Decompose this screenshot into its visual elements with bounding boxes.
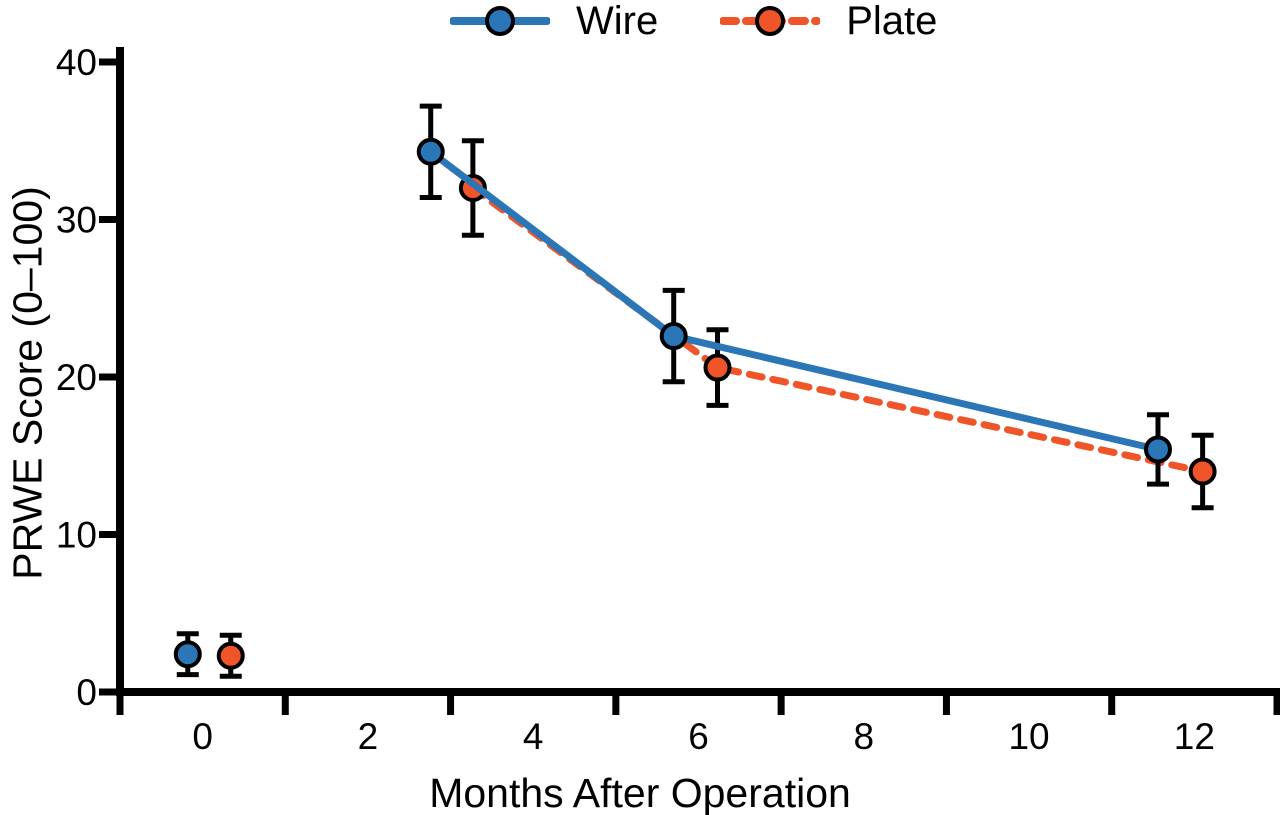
y-axis-tick-label: 30 [56,200,97,241]
plate-data-marker [1188,457,1217,486]
legend-label-plate: Plate [846,0,938,43]
x-axis-tick-label: 0 [192,716,213,757]
legend: Wire Plate [450,0,937,44]
x-axis-title: Months After Operation [429,770,851,815]
x-axis-tick-label: 12 [1174,716,1215,757]
plate-data-marker [703,353,732,382]
x-axis-tick-label: 6 [688,716,709,757]
wire-data-marker [659,322,688,351]
wire-data-marker [173,640,202,669]
x-axis-tick-label: 2 [358,716,379,757]
x-axis-tick-label: 8 [853,716,874,757]
plate-legend-marker [755,6,786,36]
y-axis-tick-label: 20 [56,357,97,398]
wire-legend-swatch-icon [450,6,550,36]
wire-data-marker [416,137,445,166]
plate-legend-swatch-icon [720,6,821,36]
y-axis-tick-label: 10 [56,515,97,556]
plate-data-marker [216,641,245,670]
x-axis-tick-label: 4 [523,716,544,757]
wire-data-marker [1143,435,1172,464]
y-axis-tick-label: 0 [76,672,97,713]
plate-series-line [469,184,1207,475]
wire-legend-marker [485,6,515,36]
y-axis-tick-label: 40 [56,42,97,83]
legend-label-wire: Wire [576,0,659,43]
wire-series-line [427,148,1162,453]
legend-item-wire: Wire [450,1,658,41]
legend-item-plate: Plate [720,1,937,41]
x-axis-tick-label: 10 [1008,716,1049,757]
